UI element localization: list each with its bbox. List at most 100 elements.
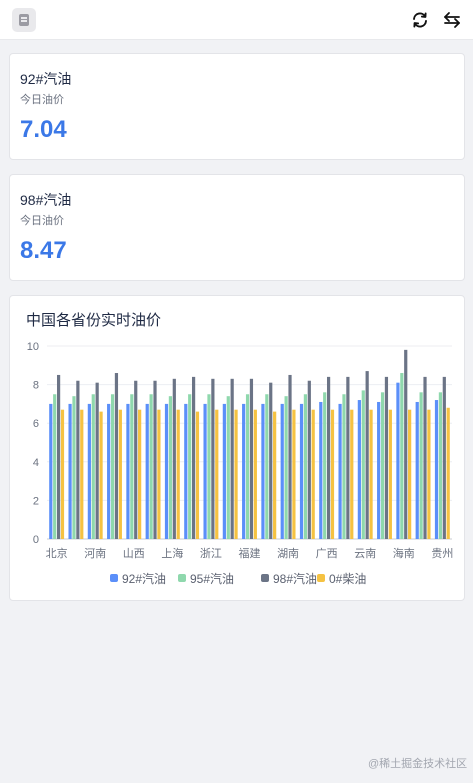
chart-card: 0 2 4 6 8 10 北京 河南 山西 上海 浙江 福建 湖南 广西 云南 海南 贵州 92#汽油 95#汽油 9…: [9, 295, 465, 601]
bar: [145, 403, 149, 539]
legend-label: 95#汽油: [190, 571, 234, 586]
bar: [350, 409, 354, 539]
bar: [446, 407, 450, 539]
y-tick-label: 10: [27, 341, 39, 353]
bar: [110, 394, 115, 539]
legend-label: 0#柴油: [329, 572, 366, 586]
bar: [423, 376, 427, 539]
bar: [396, 382, 400, 539]
bar: [265, 394, 269, 539]
bar: [361, 390, 365, 539]
bar: [273, 411, 277, 539]
y-tick-label: 8: [33, 380, 39, 392]
bar: [226, 396, 230, 539]
bar: [346, 376, 350, 539]
x-tick-label: 湖南: [277, 547, 299, 560]
x-tick-label: 广西: [316, 547, 338, 560]
bar: [311, 409, 315, 539]
bar: [242, 403, 246, 539]
bar: [195, 411, 200, 539]
y-tick-label: 2: [33, 495, 39, 507]
bar: [203, 403, 207, 539]
bar: [319, 401, 323, 539]
bar: [95, 382, 99, 539]
top-bar: [0, 0, 473, 40]
x-tick-label: 海南: [393, 546, 415, 560]
swap-arrows-icon[interactable]: [442, 10, 462, 30]
bar: [299, 403, 304, 539]
x-tick-label: 贵州: [431, 547, 453, 560]
x-tick-label: 福建: [239, 546, 261, 560]
bar: [338, 403, 342, 539]
bar: [87, 403, 91, 539]
card-price-value: 7.04: [20, 116, 67, 143]
x-tick-label: 云南: [354, 547, 376, 560]
bar: [384, 376, 389, 539]
bar: [400, 373, 404, 539]
bar: [438, 392, 443, 539]
legend-label: 92#汽油: [122, 571, 166, 586]
x-tick-label: 河南: [84, 547, 106, 560]
bar: [404, 349, 408, 539]
bar: [130, 394, 134, 539]
bar: [323, 392, 327, 539]
price-card-98: 98#汽油 今日油价 8.47: [9, 174, 465, 281]
bar: [330, 409, 335, 539]
bar: [230, 378, 234, 539]
bar: [68, 403, 72, 539]
x-tick-label: 山西: [123, 547, 145, 560]
x-tick-label: 北京: [46, 546, 68, 560]
watermark: @稀土掘金技术社区: [368, 758, 468, 770]
bar: [56, 374, 61, 539]
bar: [365, 371, 369, 539]
legend-swatch: [261, 574, 269, 582]
bar: [249, 378, 254, 539]
legend-swatch: [317, 574, 325, 582]
bar: [157, 409, 161, 539]
card-price-value: 8.47: [20, 237, 67, 264]
bar: [307, 380, 311, 539]
bar: [114, 373, 119, 539]
bar: [357, 400, 361, 539]
bar: [369, 409, 373, 539]
bar: [427, 409, 431, 539]
bar: [172, 378, 176, 539]
bar: [442, 376, 446, 539]
province-price-chart: 0 2 4 6 8 10 北京 河南 山西 上海 浙江 福建 湖南 广西 云南 海南 贵州 92#汽油 95#汽油 9…: [27, 341, 454, 586]
bar: [292, 409, 296, 539]
bar: [234, 409, 238, 539]
legend-swatch: [178, 574, 186, 582]
bar: [134, 380, 138, 539]
bar: [188, 394, 192, 539]
y-tick-label: 0: [33, 534, 39, 546]
x-tick-label: 浙江: [200, 547, 222, 560]
bar: [164, 403, 169, 539]
bar: [207, 394, 211, 539]
card-subtitle: 今日油价: [20, 215, 64, 227]
bar: [280, 403, 284, 539]
bar: [191, 376, 196, 539]
legend-swatch: [110, 574, 118, 582]
bar: [261, 403, 265, 539]
bar: [419, 392, 423, 539]
bar: [99, 411, 103, 539]
bar: [377, 401, 381, 539]
bar: [118, 409, 122, 539]
y-tick-label: 6: [33, 418, 39, 430]
bar: [434, 400, 439, 539]
card-subtitle: 今日油价: [20, 94, 64, 106]
bar: [288, 374, 292, 539]
bar: [342, 394, 346, 539]
refresh-icon[interactable]: [410, 10, 430, 30]
chart-title: 中国各省份实时油价: [26, 312, 162, 329]
bar: [388, 409, 392, 539]
bar: [415, 401, 419, 539]
bar: [176, 409, 180, 539]
y-tick-label: 4: [33, 457, 39, 469]
bar: [284, 396, 288, 539]
document-icon[interactable]: [12, 8, 36, 32]
card-title: 98#汽油: [20, 192, 72, 208]
price-card-92: 92#汽油 今日油价 7.04: [9, 53, 465, 160]
bar: [153, 380, 157, 539]
bar: [126, 403, 130, 539]
